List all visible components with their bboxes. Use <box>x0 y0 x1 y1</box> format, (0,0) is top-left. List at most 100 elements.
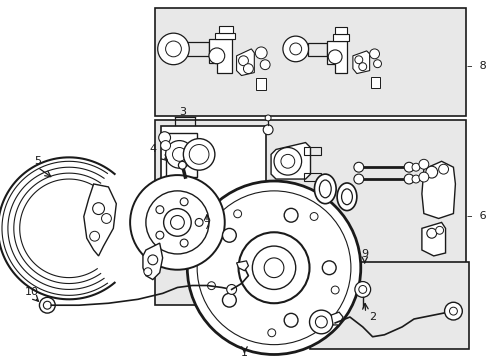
Circle shape <box>322 261 335 275</box>
Text: 3: 3 <box>179 107 185 117</box>
Text: 5: 5 <box>34 156 41 166</box>
Circle shape <box>264 258 284 278</box>
Circle shape <box>425 166 437 178</box>
Circle shape <box>238 56 248 66</box>
Circle shape <box>187 181 360 355</box>
Bar <box>187 42 208 56</box>
Circle shape <box>145 191 208 254</box>
Circle shape <box>43 301 51 309</box>
Text: 7: 7 <box>203 221 210 231</box>
Ellipse shape <box>336 183 356 211</box>
Circle shape <box>267 329 275 337</box>
Bar <box>307 43 326 56</box>
Bar <box>165 133 197 177</box>
Bar <box>154 120 465 305</box>
Circle shape <box>161 141 170 150</box>
Circle shape <box>435 226 443 234</box>
Polygon shape <box>421 161 454 219</box>
Circle shape <box>156 231 163 239</box>
Circle shape <box>238 232 309 303</box>
Circle shape <box>180 198 188 206</box>
Circle shape <box>159 132 170 144</box>
Polygon shape <box>352 51 369 73</box>
Circle shape <box>330 286 338 294</box>
Polygon shape <box>270 143 310 179</box>
Circle shape <box>281 154 294 168</box>
Bar <box>303 173 321 181</box>
Circle shape <box>309 212 317 220</box>
Circle shape <box>163 208 191 236</box>
Polygon shape <box>334 27 346 34</box>
Circle shape <box>353 162 363 172</box>
Circle shape <box>222 293 236 307</box>
Circle shape <box>147 255 158 265</box>
Text: 10: 10 <box>24 287 39 297</box>
Circle shape <box>172 148 186 161</box>
Text: –  8: – 8 <box>466 61 486 71</box>
Circle shape <box>40 297 55 313</box>
Circle shape <box>243 64 253 73</box>
Polygon shape <box>83 184 116 256</box>
Circle shape <box>418 159 428 169</box>
Circle shape <box>411 163 419 171</box>
Circle shape <box>226 284 236 294</box>
Circle shape <box>411 175 419 183</box>
Circle shape <box>264 115 270 121</box>
Circle shape <box>284 313 297 327</box>
Text: 1: 1 <box>241 347 247 357</box>
Circle shape <box>354 282 370 297</box>
Text: 4: 4 <box>149 144 156 154</box>
Circle shape <box>207 282 215 290</box>
Circle shape <box>273 148 301 175</box>
Circle shape <box>255 47 266 59</box>
Circle shape <box>373 60 381 68</box>
Circle shape <box>327 50 341 64</box>
Circle shape <box>233 210 241 218</box>
Circle shape <box>183 139 214 170</box>
Polygon shape <box>236 49 254 76</box>
Polygon shape <box>208 39 231 73</box>
Circle shape <box>170 216 184 229</box>
Circle shape <box>403 162 413 172</box>
Polygon shape <box>256 78 265 90</box>
Polygon shape <box>214 33 234 39</box>
Ellipse shape <box>319 180 330 198</box>
Polygon shape <box>326 41 346 73</box>
Circle shape <box>315 316 326 328</box>
Circle shape <box>143 268 151 276</box>
Bar <box>154 8 465 116</box>
Circle shape <box>208 48 224 64</box>
Polygon shape <box>370 77 379 88</box>
Circle shape <box>195 219 203 226</box>
Circle shape <box>197 191 350 345</box>
Circle shape <box>158 33 189 65</box>
Circle shape <box>438 164 447 174</box>
Circle shape <box>353 174 363 184</box>
Text: 9: 9 <box>361 249 367 259</box>
Polygon shape <box>330 312 343 325</box>
Circle shape <box>444 302 461 320</box>
Ellipse shape <box>341 189 352 205</box>
Circle shape <box>309 310 332 334</box>
Circle shape <box>130 175 224 270</box>
Circle shape <box>289 43 301 55</box>
Bar <box>161 126 265 210</box>
Circle shape <box>222 228 236 242</box>
Circle shape <box>165 141 193 168</box>
Polygon shape <box>142 243 163 280</box>
Bar <box>303 148 321 156</box>
Circle shape <box>102 213 111 224</box>
Circle shape <box>263 125 272 135</box>
Circle shape <box>283 36 308 62</box>
Circle shape <box>358 285 366 293</box>
Circle shape <box>426 228 436 238</box>
Circle shape <box>284 208 297 222</box>
Circle shape <box>189 144 208 164</box>
Polygon shape <box>219 26 232 33</box>
Circle shape <box>92 203 104 215</box>
Circle shape <box>260 60 269 69</box>
Circle shape <box>156 206 163 213</box>
Text: 2: 2 <box>368 312 375 322</box>
Circle shape <box>358 63 366 71</box>
Ellipse shape <box>314 174 335 204</box>
